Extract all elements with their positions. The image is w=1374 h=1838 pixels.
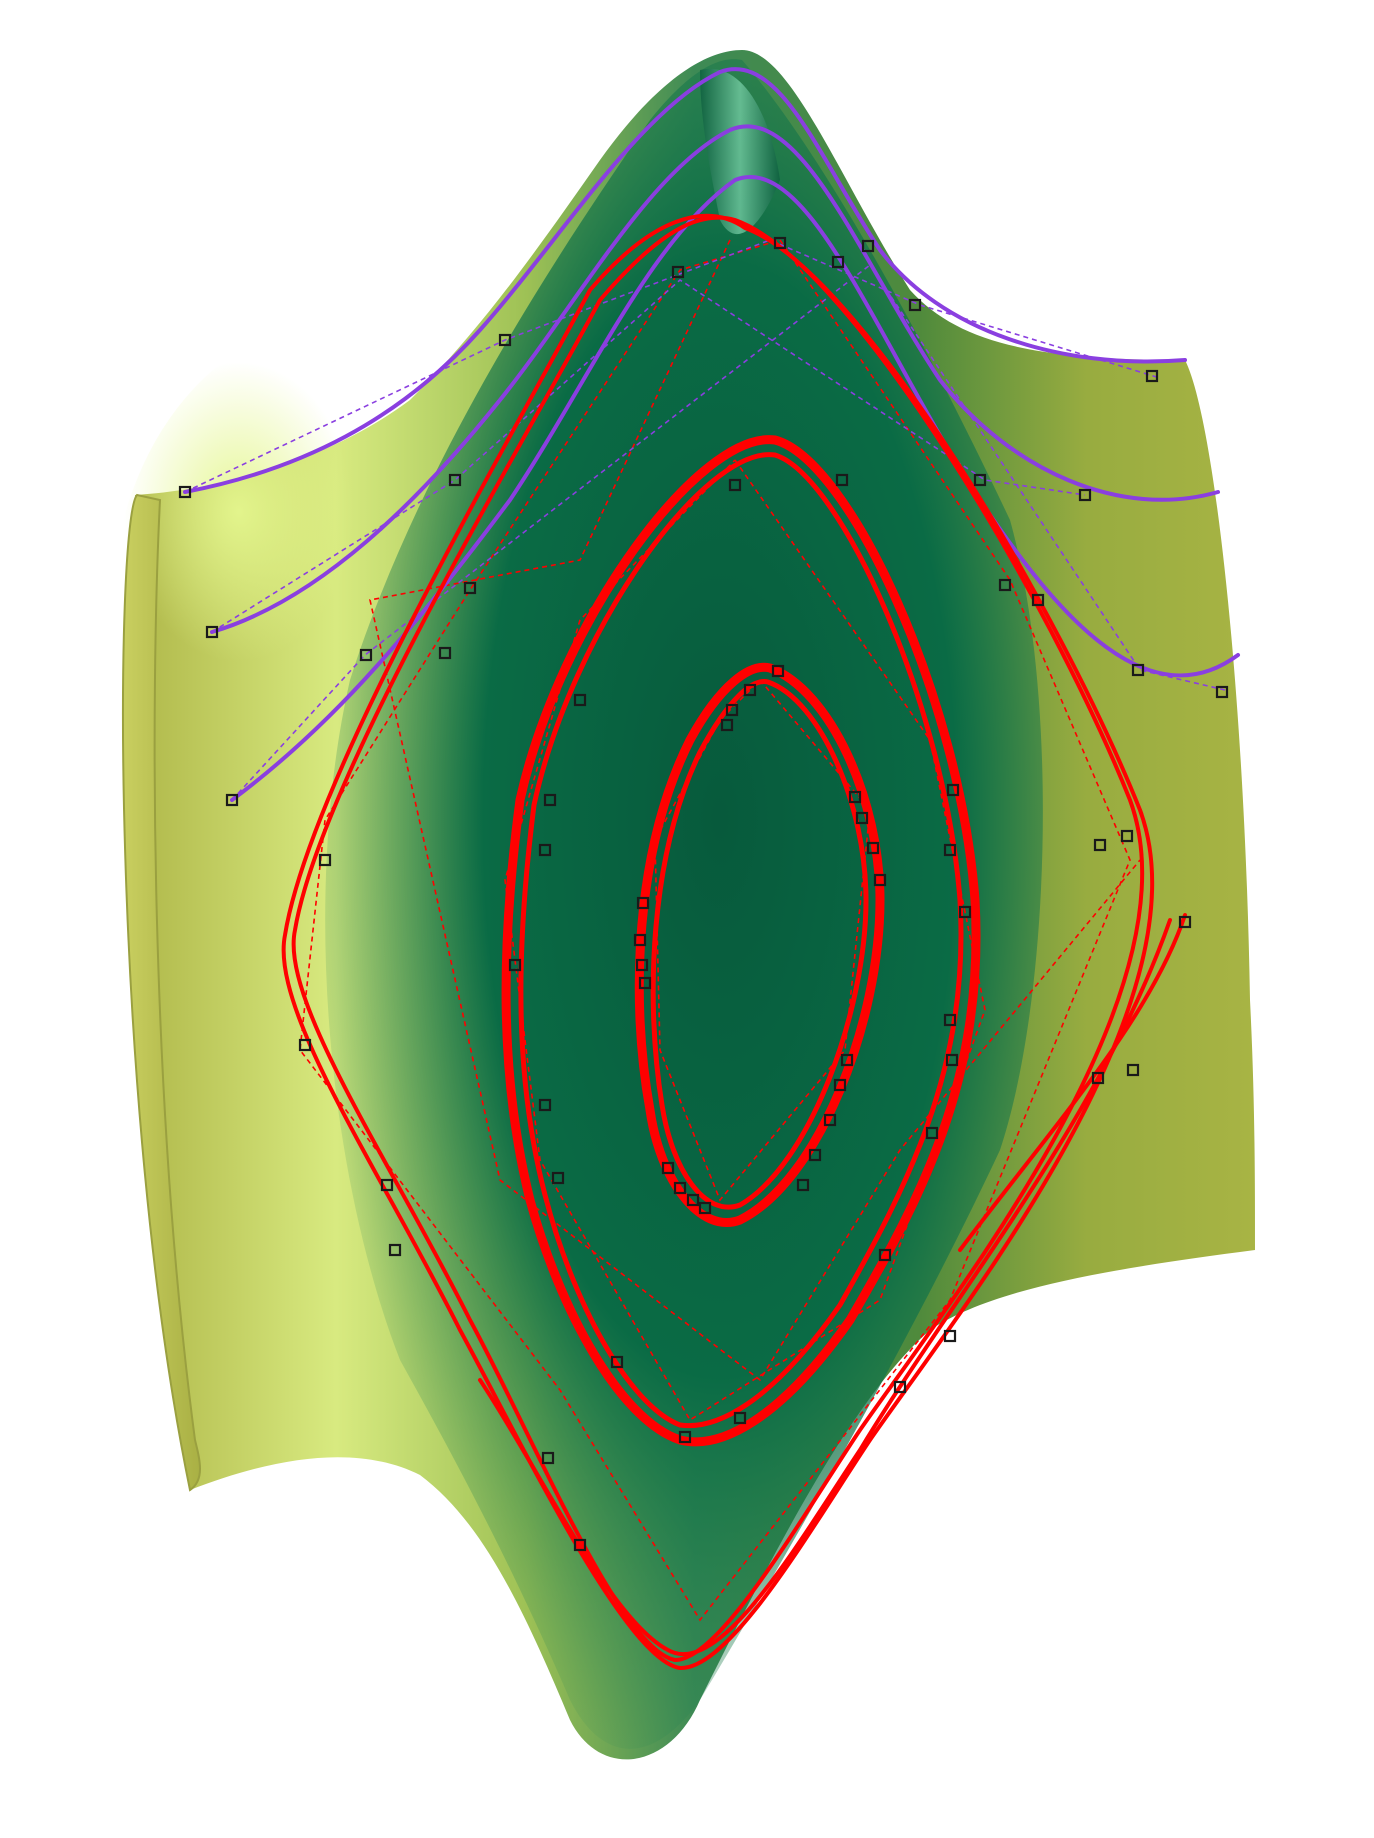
red-curve xyxy=(518,452,964,1429)
red-control-polygon xyxy=(369,239,1141,1382)
control-point-marker xyxy=(698,1201,712,1215)
red-curve xyxy=(291,215,1145,1662)
control-point-marker xyxy=(771,664,785,678)
control-point-marker xyxy=(573,693,587,707)
control-point-marker xyxy=(943,843,957,857)
control-point-marker xyxy=(878,1248,892,1262)
control-point-marker xyxy=(1126,1063,1140,1077)
control-point-marker xyxy=(1178,915,1192,929)
control-point-marker xyxy=(728,478,742,492)
control-point-marker xyxy=(808,1148,822,1162)
control-point-marker xyxy=(635,958,649,972)
control-point-marker xyxy=(388,1243,402,1257)
control-point-marker xyxy=(1031,593,1045,607)
control-point-marker xyxy=(380,1178,394,1192)
control-point-marker xyxy=(945,1053,959,1067)
control-point-marker xyxy=(448,473,462,487)
control-point-marker xyxy=(725,703,739,717)
control-point-marker xyxy=(720,718,734,732)
control-point-marker xyxy=(861,239,875,253)
control-point-marker xyxy=(908,298,922,312)
control-point-marker xyxy=(438,646,452,660)
purple-curve xyxy=(210,124,1220,634)
control-point-marker xyxy=(541,1451,555,1465)
surface-left-cap xyxy=(122,493,201,1492)
control-point-marker xyxy=(831,255,845,269)
control-point-marker xyxy=(840,1053,854,1067)
control-point-marker xyxy=(873,873,887,887)
red-curve xyxy=(478,918,1172,1657)
control-point-marker xyxy=(866,841,880,855)
control-point-marker xyxy=(855,811,869,825)
control-point-marker xyxy=(551,1171,565,1185)
control-point-marker xyxy=(661,1161,675,1175)
red-control-polygon xyxy=(299,239,1131,1622)
control-point-marker xyxy=(893,1380,907,1394)
control-point-marker xyxy=(205,625,219,639)
control-point-marker xyxy=(298,1038,312,1052)
control-point-marker xyxy=(498,333,512,347)
control-point-marker xyxy=(1120,829,1134,843)
control-point-marker xyxy=(673,1181,687,1195)
purple-control-polygon xyxy=(184,239,1161,493)
control-point-marker xyxy=(973,473,987,487)
control-point-marker xyxy=(1078,488,1092,502)
control-point-marker xyxy=(1091,1071,1105,1085)
control-point-marker xyxy=(638,976,652,990)
control-point-marker xyxy=(633,933,647,947)
control-point-marker xyxy=(1145,369,1159,383)
control-point-marker xyxy=(1215,685,1229,699)
red-curve xyxy=(281,213,1155,1671)
control-point-marker xyxy=(318,853,332,867)
surface-inner-region xyxy=(325,59,1043,1749)
control-point-marker xyxy=(958,905,972,919)
control-polygons xyxy=(184,239,1226,1622)
control-point-marker xyxy=(1131,663,1145,677)
control-point-marker xyxy=(178,485,192,499)
control-point-marker xyxy=(925,1126,939,1140)
control-point-marker xyxy=(823,1113,837,1127)
control-point-marker xyxy=(538,1098,552,1112)
control-points xyxy=(178,236,1229,1552)
control-point-marker xyxy=(943,1013,957,1027)
control-point-marker xyxy=(463,581,477,595)
purple-curve xyxy=(183,67,1187,494)
control-point-marker xyxy=(733,1411,747,1425)
control-point-marker xyxy=(743,683,757,697)
control-point-marker xyxy=(538,843,552,857)
control-point-marker xyxy=(835,473,849,487)
control-point-marker xyxy=(998,578,1012,592)
purple-curve xyxy=(230,175,1240,802)
control-point-marker xyxy=(943,1329,957,1343)
control-point-marker xyxy=(773,236,787,250)
control-point-marker xyxy=(225,793,239,807)
control-point-marker xyxy=(1093,838,1107,852)
red-control-polygon xyxy=(504,459,986,1422)
control-point-marker xyxy=(543,793,557,807)
control-point-marker xyxy=(573,1538,587,1552)
control-point-marker xyxy=(678,1430,692,1444)
surface-highlight xyxy=(110,320,570,920)
control-point-marker xyxy=(833,1078,847,1092)
control-point-marker xyxy=(508,958,522,972)
control-point-marker xyxy=(946,783,960,797)
red-curve xyxy=(650,679,869,1210)
control-point-marker xyxy=(848,790,862,804)
control-point-marker xyxy=(671,265,685,279)
control-point-marker xyxy=(636,896,650,910)
control-point-marker xyxy=(359,648,373,662)
purple-control-polygon xyxy=(231,263,1226,801)
control-point-marker xyxy=(686,1193,700,1207)
purple-control-polygon xyxy=(211,278,1086,633)
control-point-marker xyxy=(796,1178,810,1192)
control-point-marker xyxy=(610,1355,624,1369)
